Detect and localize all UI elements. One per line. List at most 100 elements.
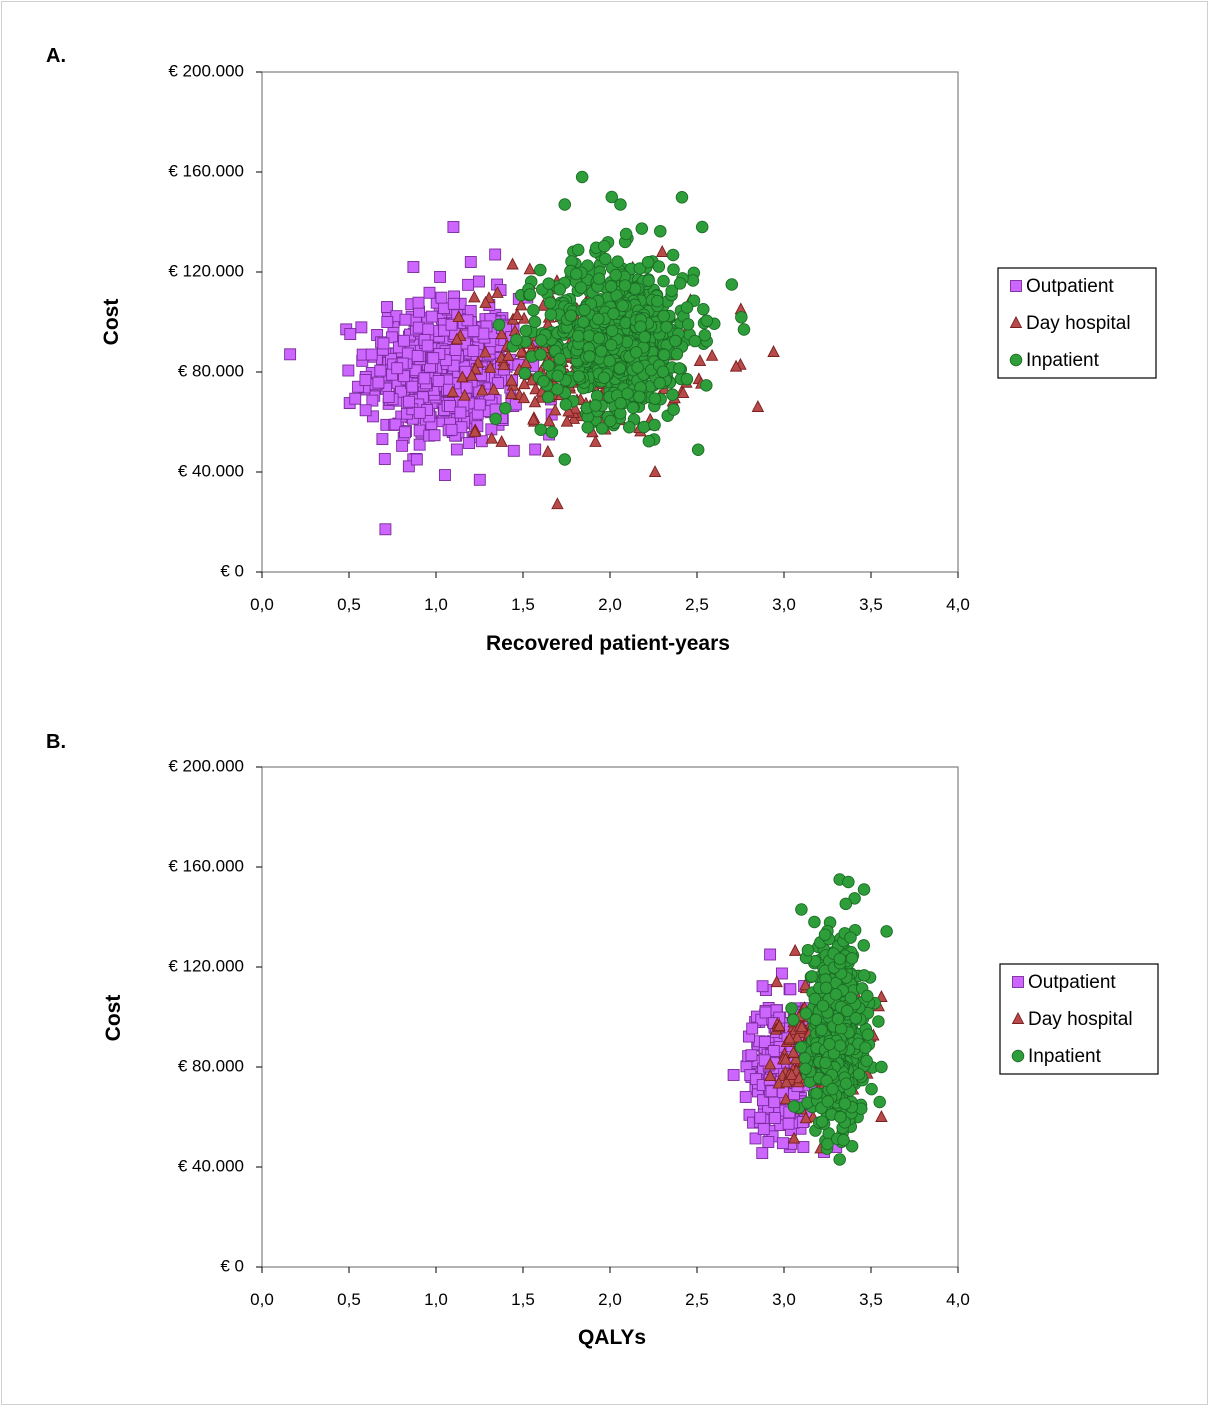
data-point [382, 391, 395, 403]
data-point [857, 939, 870, 952]
data-point [518, 367, 532, 380]
data-point [798, 1052, 812, 1065]
y-tick-label: € 120.000 [168, 261, 244, 280]
data-point [605, 324, 619, 338]
data-point [473, 473, 486, 486]
data-point [673, 362, 686, 375]
data-point [603, 354, 616, 368]
data-point [534, 348, 547, 361]
y-tick-label: € 160.000 [168, 161, 244, 180]
data-point [491, 285, 504, 298]
data-point [571, 243, 585, 257]
data-point [497, 358, 511, 371]
data-point [379, 523, 392, 536]
data-point [529, 382, 542, 395]
data-point [770, 975, 783, 988]
data-point [542, 277, 555, 290]
data-point [359, 374, 372, 386]
data-point [633, 262, 647, 275]
legend-label: Outpatient [1028, 972, 1116, 993]
data-point [473, 398, 486, 411]
data-point [479, 345, 492, 358]
legend-box [999, 963, 1159, 1075]
data-point [450, 443, 463, 456]
data-point [764, 948, 777, 961]
data-point [783, 1031, 796, 1044]
data-point [551, 382, 564, 396]
data-point [359, 404, 372, 417]
y-tick-label: € 160.000 [168, 856, 244, 875]
data-point [434, 270, 447, 283]
data-point [559, 398, 573, 411]
data-point [794, 1041, 808, 1054]
data-point [465, 368, 479, 381]
data-point [725, 278, 739, 291]
y-tick-label: € 80.000 [178, 1056, 244, 1075]
data-point [599, 252, 612, 266]
data-point [623, 420, 636, 434]
data-point [788, 943, 802, 956]
data-point [844, 931, 857, 944]
legend-label: Day hospital [1028, 1009, 1133, 1030]
data-point [833, 1039, 847, 1052]
data-point [534, 263, 547, 277]
data-point [428, 429, 441, 442]
data-point [787, 1013, 800, 1027]
data-point [560, 414, 574, 427]
x-tick-label: 2,5 [685, 1290, 709, 1309]
data-point [485, 431, 498, 444]
data-point [567, 411, 581, 424]
data-point [767, 345, 780, 357]
data-point [657, 274, 670, 288]
data-point [857, 969, 871, 982]
data-point [397, 334, 410, 347]
legend-box [997, 267, 1157, 379]
data-point [355, 321, 368, 334]
data-point [759, 1006, 772, 1019]
x-tick-label: 0,0 [250, 595, 274, 614]
data-point [558, 198, 572, 211]
data-point [445, 318, 458, 331]
data-point [492, 377, 504, 390]
data-point [826, 1082, 839, 1096]
data-point [654, 224, 667, 238]
data-point [592, 272, 606, 285]
data-point [839, 1077, 853, 1090]
data-point [447, 221, 460, 233]
data-point [378, 453, 391, 465]
data-point [592, 312, 605, 326]
data-point [787, 1131, 801, 1144]
x-tick-label: 2,0 [598, 595, 622, 614]
data-point [729, 359, 743, 372]
data-point [727, 1069, 740, 1081]
data-point [399, 426, 412, 439]
data-point [779, 1092, 793, 1105]
data-point [698, 328, 712, 342]
data-point [570, 267, 583, 281]
data-point [651, 294, 664, 308]
data-point [641, 255, 655, 269]
data-point [551, 497, 564, 510]
data-point [767, 1045, 780, 1057]
data-point [657, 309, 670, 323]
data-point [657, 348, 671, 362]
data-point [534, 423, 547, 436]
data-point [284, 348, 297, 361]
data-point [785, 1067, 798, 1080]
data-point [795, 903, 808, 916]
data-point [776, 1137, 789, 1150]
data-point [399, 313, 412, 326]
data-point [695, 220, 709, 234]
data-point [653, 377, 667, 390]
data-point [372, 376, 385, 389]
data-point [642, 434, 656, 448]
data-point [398, 370, 410, 383]
data-point [454, 406, 467, 419]
data-point [523, 288, 537, 301]
data-point [631, 361, 644, 374]
data-point [548, 403, 562, 416]
data-point [676, 386, 690, 399]
legend-label: Day hospital [1026, 313, 1131, 334]
legend-marker-square [1010, 280, 1022, 292]
